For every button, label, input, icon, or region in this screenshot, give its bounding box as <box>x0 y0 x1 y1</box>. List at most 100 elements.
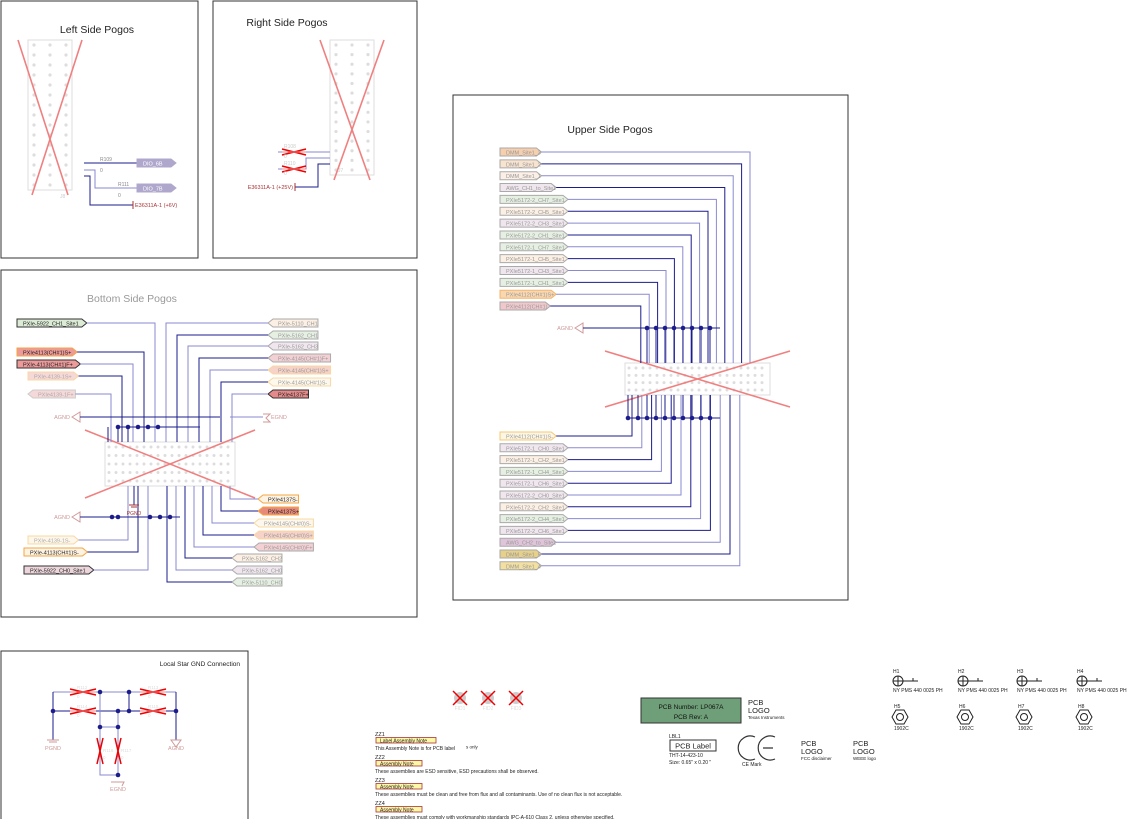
net-label-text: PXIe5172-1_CH0_Site1 <box>506 446 565 452</box>
connector-pin <box>697 373 701 377</box>
connector-pin <box>676 366 680 370</box>
mount-hole-part: NY PMS 440 0025 PH <box>893 688 943 694</box>
wire <box>84 175 133 206</box>
connector-pin <box>350 120 354 124</box>
egnd-symbol <box>263 413 272 423</box>
connector-pin <box>48 93 52 97</box>
net-label-text: PXIe5172-1_CH4_Site1 <box>506 470 565 476</box>
connector-pin <box>334 62 338 66</box>
connector-pin <box>198 454 202 457</box>
net-label-bottom-left: PXIe-5922_CH1_Site1 <box>16 318 88 328</box>
standoff-hole <box>961 713 969 721</box>
connector-pin <box>32 133 36 137</box>
net-label-bottom-right: PXIe-4145(CH#1)S- <box>267 377 332 387</box>
connector-pin <box>350 158 354 162</box>
net-label-shape <box>499 183 558 193</box>
pgnd-label: PGND <box>45 746 61 752</box>
net-label-shape <box>23 547 89 557</box>
resistor-ref: R114 <box>77 704 88 709</box>
net-label-bottom-right: PXIe-5162_CH1 <box>267 330 319 340</box>
connector-pin <box>627 366 631 370</box>
resistor-value: 0 <box>148 713 151 718</box>
net-label-text: PXIe4145(CH#0)S- <box>264 522 312 528</box>
connector-pin <box>64 163 68 167</box>
resistor-value: 0 <box>77 694 80 699</box>
connector-pin <box>156 479 160 483</box>
net-label-bottom-right: PXIe-4145(CH#1)S+ <box>267 365 332 375</box>
net-label-text: PXIe4139-1F+ <box>38 393 74 399</box>
net-label-shape <box>499 206 569 216</box>
net-label-text: DMM_Site1_4 <box>506 564 541 570</box>
wire <box>556 395 721 543</box>
net-label-upper-top: PXIe5172-2_CH3_Site1 <box>499 218 569 228</box>
connector-pin <box>350 168 354 172</box>
mount-hole-cross <box>1017 676 1042 686</box>
note-ref: ZZ2 <box>375 755 385 761</box>
resistor-ref: R116 <box>103 748 114 753</box>
connector-pin <box>690 381 694 385</box>
connector-pin <box>170 454 174 457</box>
connector-pin <box>366 158 370 162</box>
connector-pin <box>48 183 52 187</box>
upper-pogo-connector <box>604 350 791 408</box>
net-label-text: PXIe5172-2_CH7_Site1 <box>506 198 565 204</box>
resistor-value: 0 <box>100 168 103 174</box>
agnd-label: AGND <box>54 415 70 421</box>
connector-pin <box>760 388 764 392</box>
junction-dot <box>97 689 103 695</box>
connector-pin <box>32 123 36 127</box>
junction-dot <box>635 415 641 421</box>
wire <box>78 486 129 541</box>
wire <box>211 486 254 524</box>
connector-pin <box>198 471 202 474</box>
connector-pin <box>177 471 181 474</box>
connector-pin <box>184 454 188 457</box>
net-label-shape <box>267 365 332 375</box>
wire <box>541 151 751 363</box>
dnp-cross <box>17 39 69 196</box>
connector-pin <box>226 454 230 457</box>
net-label-bottom-right: PXIe-5110_CH1 <box>267 318 319 328</box>
net-label-upper-bottom: PXIe5172-1_CH4_Site1 <box>499 466 569 476</box>
net-label-text: PXIe5172-1_CH3_Site1 <box>506 269 565 275</box>
net-label-shape <box>499 561 543 571</box>
connector-pin <box>760 366 764 370</box>
net-label-text: PXIe-5162_CH0 <box>242 569 282 575</box>
net-label-shape <box>253 530 314 540</box>
net-label-shape <box>499 455 569 465</box>
agnd-label: AGND <box>557 326 573 332</box>
connector-pin <box>655 373 659 377</box>
connector-pin <box>662 381 666 385</box>
junction-dot <box>680 325 686 331</box>
fiducial-ref: FID3 <box>511 706 522 712</box>
connector-pin <box>366 72 370 76</box>
net-label-upper-bottom: AWG_CH2_to_Site1 <box>499 537 558 547</box>
net-label-upper-bottom: PXIe5172-1_CH6_Site1 <box>499 478 569 488</box>
net-label-upper-bottom: PXIe5172-2_CH6_Site1 <box>499 525 569 535</box>
net-label-shape <box>267 330 319 340</box>
net-label-shape <box>16 347 79 357</box>
upper-panel-title: Upper Side Pogos <box>567 124 652 136</box>
connector-pin <box>128 471 132 474</box>
connector-pin <box>64 73 68 77</box>
junction-dot <box>173 708 179 714</box>
connector-pin <box>350 101 354 105</box>
connector-pin <box>107 445 111 449</box>
connector-pin <box>107 454 111 457</box>
net-label-shape <box>499 502 569 512</box>
net-label-bottom-right: PXIe-5162_CH3 <box>267 341 319 351</box>
net-label-upper-top: PXIe5172-2_CH1_Site1 <box>499 230 569 240</box>
connector-pin <box>177 445 181 449</box>
connector-pin <box>198 479 202 483</box>
net-label-text: PXIe5172-1_CH1_Site1 <box>506 281 565 287</box>
junction-dot <box>689 415 695 421</box>
pcb-logo-caption: Texas Instruments <box>748 715 785 720</box>
connector-pin <box>205 479 209 483</box>
wire <box>568 270 667 363</box>
resistor-ref: R113 <box>148 685 159 690</box>
net-label-text: PXIe-5162_CH2 <box>242 557 282 563</box>
connector-pin <box>64 143 68 147</box>
net-label-shape <box>267 353 332 363</box>
net-label-shape <box>499 537 558 547</box>
